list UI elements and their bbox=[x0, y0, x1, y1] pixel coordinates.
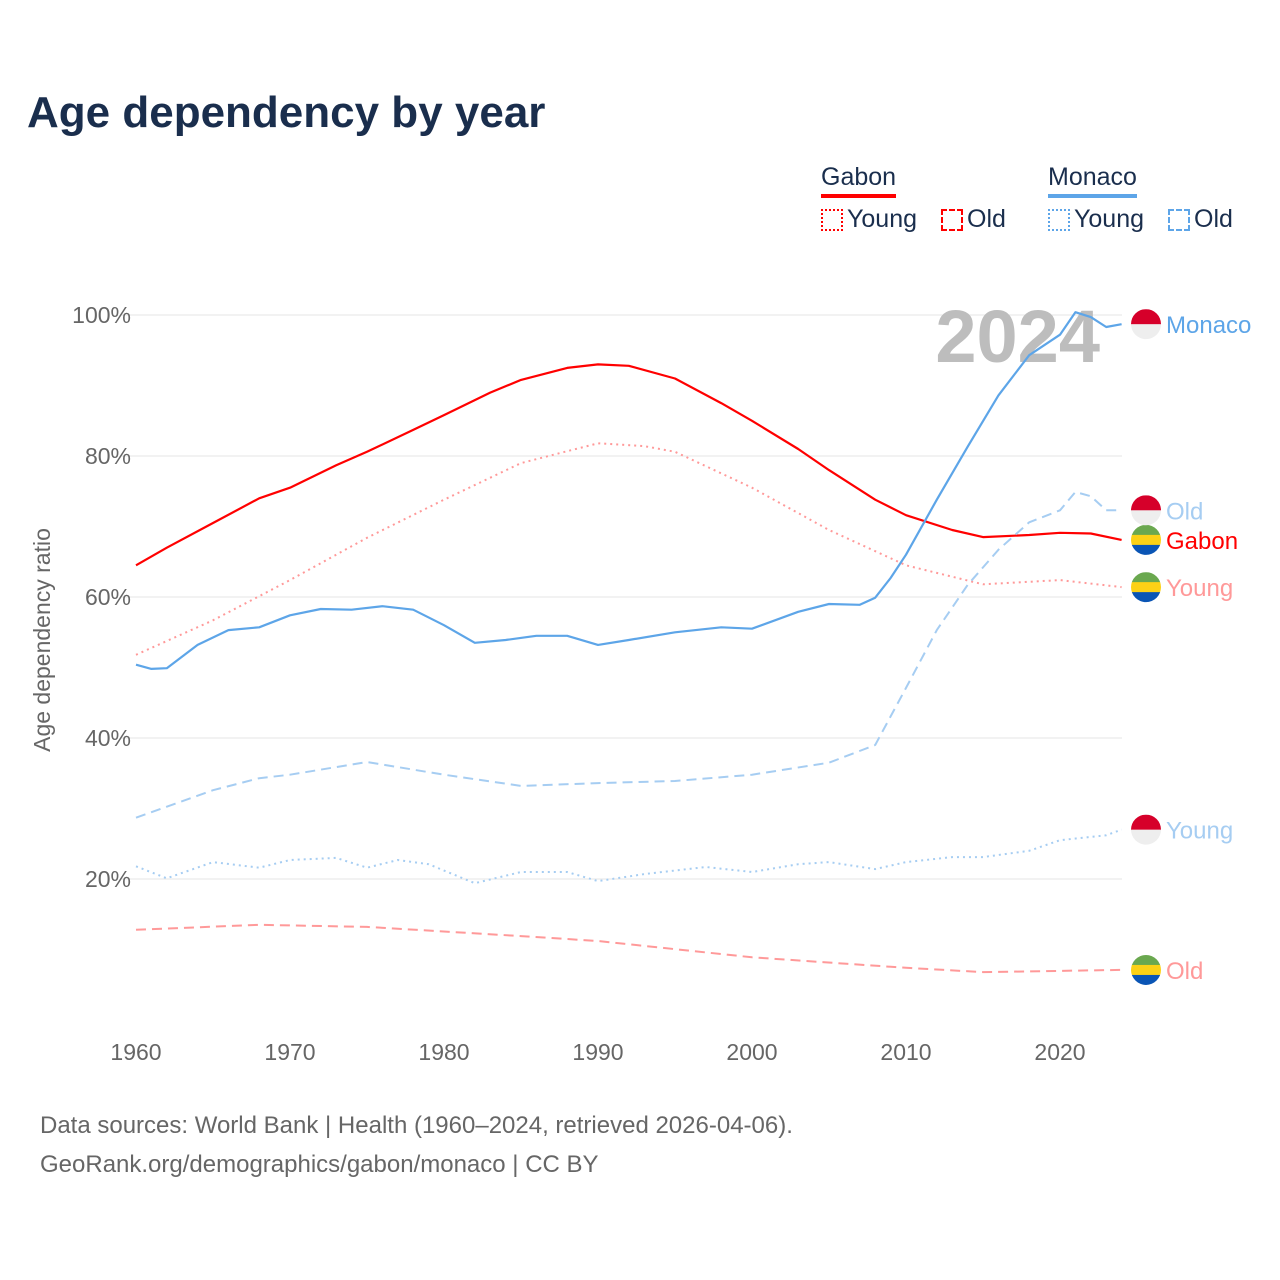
end-label: Young bbox=[1166, 575, 1233, 602]
end-label: Monaco bbox=[1166, 312, 1251, 339]
gabon-flag-icon bbox=[1131, 572, 1161, 603]
attribution-link[interactable]: GeoRank.org/demographics/gabon/monaco | … bbox=[40, 1151, 599, 1178]
series-line-gabon bbox=[135, 363, 1122, 567]
legend-label: Old bbox=[967, 205, 1006, 233]
data-source-text: Data sources: World Bank | Health (1960–… bbox=[40, 1112, 793, 1139]
monaco-flag-icon bbox=[1131, 814, 1161, 845]
legend-gabon-young[interactable]: Young bbox=[821, 205, 917, 234]
monaco-flag-icon bbox=[1131, 309, 1161, 340]
legend-monaco-old[interactable]: Old bbox=[1168, 205, 1233, 234]
end-label: Gabon bbox=[1166, 528, 1238, 555]
series-line-monaco-young bbox=[135, 828, 1122, 885]
dashed-swatch-icon bbox=[941, 208, 963, 231]
legend-gabon-old[interactable]: Old bbox=[941, 205, 1006, 234]
y-tick-label: 20% bbox=[85, 866, 131, 892]
x-tick-label: 1970 bbox=[264, 1039, 315, 1065]
dotted-swatch-icon bbox=[821, 208, 843, 231]
x-tick-label: 1960 bbox=[110, 1039, 161, 1065]
y-tick-label: 100% bbox=[72, 302, 131, 328]
series-line-gabon-old bbox=[135, 923, 1122, 974]
x-tick-label: 2010 bbox=[880, 1039, 931, 1065]
legend-label: Young bbox=[847, 205, 917, 233]
series-line-monaco bbox=[135, 311, 1122, 670]
legend-label: Young bbox=[1074, 205, 1144, 233]
y-axis-label: Age dependency ratio bbox=[29, 528, 55, 752]
monaco-flag-icon bbox=[1131, 495, 1161, 526]
legend-gabon[interactable]: Gabon bbox=[821, 163, 897, 198]
dotted-swatch-icon bbox=[1048, 208, 1070, 231]
y-tick-label: 60% bbox=[85, 584, 131, 610]
x-tick-label: 1990 bbox=[572, 1039, 623, 1065]
end-label: Old bbox=[1166, 498, 1203, 525]
x-tick-label: 2020 bbox=[1034, 1039, 1085, 1065]
dashed-swatch-icon bbox=[1168, 208, 1190, 231]
chart-title: Age dependency by year bbox=[27, 88, 546, 137]
gabon-flag-icon bbox=[1131, 954, 1161, 985]
y-tick-label: 40% bbox=[85, 725, 131, 751]
gabon-flag-icon bbox=[1131, 524, 1161, 555]
y-tick-label: 80% bbox=[85, 443, 131, 469]
end-label: Old bbox=[1166, 958, 1203, 985]
x-tick-label: 1980 bbox=[418, 1039, 469, 1065]
series-line-gabon-young bbox=[135, 442, 1122, 656]
end-label: Young bbox=[1166, 818, 1233, 845]
footer: Data sources: World Bank | Health (1960–… bbox=[40, 1106, 793, 1184]
x-tick-label: 2000 bbox=[726, 1039, 777, 1065]
series-line-monaco-old bbox=[135, 491, 1122, 819]
legend-label: Old bbox=[1194, 205, 1233, 233]
legend-monaco[interactable]: Monaco bbox=[1048, 163, 1137, 198]
year-label: 2024 bbox=[935, 295, 1100, 378]
legend-monaco-young[interactable]: Young bbox=[1048, 205, 1144, 234]
